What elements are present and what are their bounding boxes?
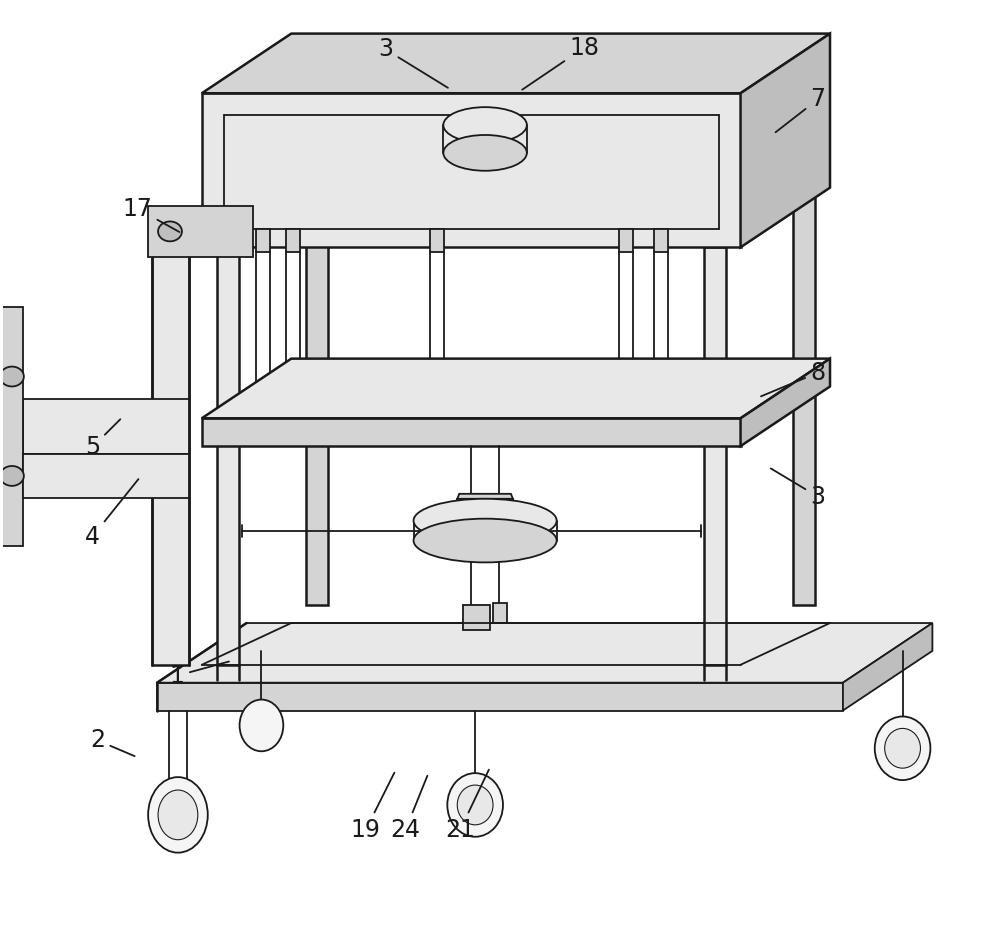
Polygon shape: [704, 248, 726, 665]
Polygon shape: [741, 33, 830, 248]
Ellipse shape: [158, 790, 198, 840]
Text: 3: 3: [771, 468, 826, 509]
Polygon shape: [152, 248, 189, 665]
Ellipse shape: [0, 366, 24, 387]
Ellipse shape: [158, 222, 182, 241]
Text: 21: 21: [445, 769, 489, 842]
Text: 8: 8: [761, 361, 826, 397]
Ellipse shape: [443, 108, 527, 143]
Text: 3: 3: [378, 37, 448, 88]
Text: 4: 4: [85, 479, 138, 549]
Ellipse shape: [240, 700, 283, 751]
Ellipse shape: [414, 519, 557, 563]
Polygon shape: [306, 187, 328, 605]
Ellipse shape: [0, 466, 24, 486]
Text: 5: 5: [85, 419, 120, 459]
Text: 1: 1: [170, 662, 229, 688]
Polygon shape: [202, 94, 741, 248]
Polygon shape: [286, 229, 300, 252]
Ellipse shape: [447, 773, 503, 837]
Polygon shape: [1, 307, 23, 545]
Polygon shape: [23, 399, 189, 453]
Polygon shape: [463, 605, 490, 630]
Polygon shape: [148, 206, 253, 258]
Text: 17: 17: [122, 197, 179, 232]
Text: 2: 2: [90, 729, 135, 756]
Polygon shape: [493, 603, 507, 623]
Polygon shape: [793, 187, 815, 605]
Polygon shape: [23, 453, 189, 499]
Polygon shape: [202, 418, 741, 446]
Ellipse shape: [875, 717, 930, 781]
Ellipse shape: [885, 729, 920, 768]
Polygon shape: [202, 33, 830, 94]
Ellipse shape: [443, 135, 527, 171]
Polygon shape: [202, 359, 830, 418]
Ellipse shape: [414, 499, 557, 542]
Polygon shape: [619, 229, 633, 252]
Polygon shape: [654, 229, 668, 252]
Text: 24: 24: [391, 776, 427, 842]
Text: 7: 7: [776, 87, 826, 133]
Text: 19: 19: [351, 772, 394, 842]
Polygon shape: [157, 682, 843, 710]
Polygon shape: [217, 248, 239, 665]
Polygon shape: [457, 499, 513, 509]
Polygon shape: [157, 623, 932, 682]
Ellipse shape: [457, 785, 493, 825]
Ellipse shape: [148, 777, 208, 853]
Polygon shape: [256, 229, 270, 252]
Polygon shape: [457, 494, 513, 499]
Polygon shape: [430, 229, 444, 252]
Text: 18: 18: [522, 35, 599, 90]
Polygon shape: [741, 359, 830, 446]
Polygon shape: [843, 623, 932, 710]
